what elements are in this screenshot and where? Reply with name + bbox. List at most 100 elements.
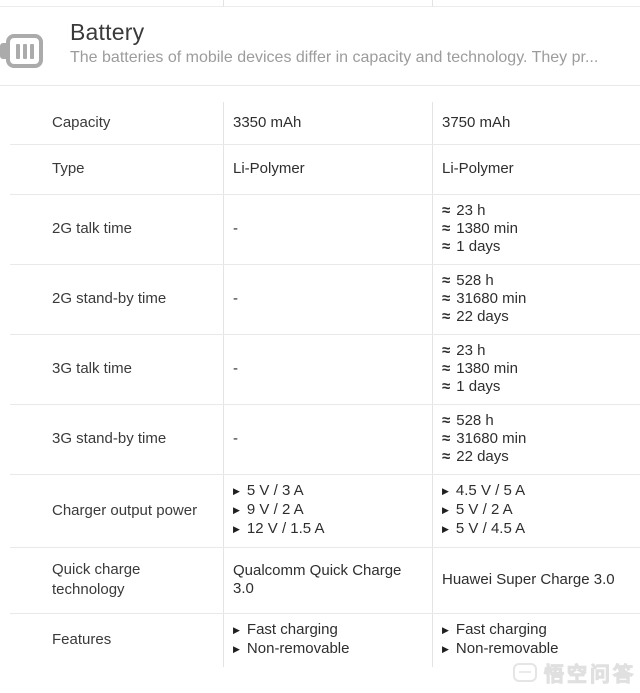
value-line: Li-Polymer <box>442 160 628 178</box>
value-line: ≈1380 min <box>442 220 628 238</box>
value-line: - <box>233 430 420 448</box>
value-line: 3750 mAh <box>442 114 628 132</box>
value-text: 22 days <box>456 448 509 465</box>
section-subtitle: The batteries of mobile devices differ i… <box>70 49 599 66</box>
device-b-cell: ≈528 h ≈31680 min ≈22 days <box>432 404 640 474</box>
table-row: 2G talk time - ≈23 h ≈1380 min ≈1 days <box>0 194 640 264</box>
value-line: ▶ 5 V / 2 A <box>442 501 628 520</box>
device-a-cell: - <box>223 212 432 246</box>
approx-icon: ≈ <box>442 378 451 395</box>
bullet-arrow-icon: ▶ <box>233 505 240 515</box>
spec-table-rows: Capacity 3350 mAh 3750 mAh Type Li-Polym… <box>0 102 640 667</box>
row-label: 3G talk time <box>52 360 133 377</box>
value-text: 5 V / 2 A <box>455 501 513 518</box>
value-line: ≈1 days <box>442 378 628 396</box>
device-b-cell: ▶ Fast charging ▶ Non-removable <box>432 613 640 667</box>
table-row: Type Li-Polymer Li-Polymer <box>0 144 640 194</box>
value-text: - <box>233 220 238 237</box>
bullet-arrow-icon: ▶ <box>442 524 449 534</box>
value-line: ≈1 days <box>442 238 628 256</box>
value-text: 1380 min <box>456 360 518 377</box>
row-label: 3G stand-by time <box>52 430 167 447</box>
row-label: Charger output power <box>52 501 198 519</box>
device-a-cell: 3350 mAh <box>223 106 432 140</box>
value-line: ≈22 days <box>442 308 628 326</box>
device-b-cell: ▶ 4.5 V / 5 A ▶ 5 V / 2 A ▶ 5 V / 4.5 A <box>432 474 640 547</box>
section-title: Battery <box>70 19 145 45</box>
value-text: 1380 min <box>456 220 518 237</box>
value-line: ▶ Non-removable <box>442 640 628 659</box>
value-line: ≈23 h <box>442 342 628 360</box>
approx-icon: ≈ <box>442 308 451 325</box>
value-text: Huawei Super Charge 3.0 <box>442 571 615 588</box>
value-text: 23 h <box>456 202 486 219</box>
value-line: 3350 mAh <box>233 114 420 132</box>
column-divider-remnant <box>432 0 433 7</box>
approx-icon: ≈ <box>442 202 451 219</box>
value-line: Huawei Super Charge 3.0 <box>442 571 628 589</box>
table-row: Capacity 3350 mAh 3750 mAh <box>0 102 640 144</box>
value-text: - <box>233 430 238 447</box>
row-label: Capacity <box>52 114 111 131</box>
approx-icon: ≈ <box>442 272 451 289</box>
bullet-arrow-icon: ▶ <box>442 505 449 515</box>
value-text: Fast charging <box>246 621 338 638</box>
approx-icon: ≈ <box>442 412 451 429</box>
value-text: 3350 mAh <box>233 114 302 131</box>
battery-section-header: Battery The batteries of mobile devices … <box>0 7 640 86</box>
column-divider-remnant <box>223 0 224 7</box>
table-row: Quick charge technology Qualcomm Quick C… <box>0 547 640 613</box>
row-label: 2G talk time <box>52 220 133 237</box>
value-text: Li-Polymer <box>442 160 514 177</box>
value-line: ≈31680 min <box>442 430 628 448</box>
device-a-cell: ▶ Fast charging ▶ Non-removable <box>223 613 432 667</box>
approx-icon: ≈ <box>442 360 451 377</box>
bullet-arrow-icon: ▶ <box>233 625 240 635</box>
value-text: 528 h <box>456 412 494 429</box>
value-text: 9 V / 2 A <box>246 501 304 518</box>
battery-spec-table: Capacity 3350 mAh 3750 mAh Type Li-Polym… <box>0 86 640 667</box>
value-text: 31680 min <box>456 430 527 447</box>
value-text: Li-Polymer <box>233 160 305 177</box>
value-text: 31680 min <box>456 290 527 307</box>
value-line: ▶ 5 V / 3 A <box>233 482 420 501</box>
value-text: 1 days <box>456 378 501 395</box>
value-text: 5 V / 4.5 A <box>455 520 526 537</box>
device-a-cell: - <box>223 422 432 456</box>
value-text: 1 days <box>456 238 501 255</box>
value-line: ≈31680 min <box>442 290 628 308</box>
value-text: Non-removable <box>246 640 350 657</box>
value-line: ▶ Non-removable <box>233 640 420 659</box>
bullet-arrow-icon: ▶ <box>233 644 240 654</box>
value-line: ≈528 h <box>442 412 628 430</box>
value-line: ≈22 days <box>442 448 628 466</box>
row-label: Type <box>52 160 85 177</box>
value-line: ≈23 h <box>442 202 628 220</box>
value-line: ▶ 5 V / 4.5 A <box>442 520 628 539</box>
value-text: 12 V / 1.5 A <box>246 520 325 537</box>
column-divider <box>432 102 433 667</box>
bullet-arrow-icon: ▶ <box>442 644 449 654</box>
value-line: ≈528 h <box>442 272 628 290</box>
battery-icon-bar <box>29 43 34 59</box>
device-a-cell: - <box>223 282 432 316</box>
value-line: Qualcomm Quick Charge 3.0 <box>233 562 420 598</box>
table-row: Charger output power ▶ 5 V / 3 A ▶ 9 V / 2 … <box>0 474 640 547</box>
value-line: ▶ Fast charging <box>233 621 420 640</box>
previous-section-remnant <box>0 0 640 7</box>
value-text: - <box>233 360 238 377</box>
device-b-cell: ≈528 h ≈31680 min ≈22 days <box>432 264 640 334</box>
value-line: ▶ 12 V / 1.5 A <box>233 520 420 539</box>
table-row: 3G talk time - ≈23 h ≈1380 min ≈1 days <box>0 334 640 404</box>
table-row: Features ▶ Fast charging ▶ Non-removable ▶ F… <box>0 613 640 667</box>
value-text: 5 V / 3 A <box>246 482 304 499</box>
approx-icon: ≈ <box>442 430 451 447</box>
battery-icon-bar <box>22 43 27 59</box>
approx-icon: ≈ <box>442 448 451 465</box>
value-text: - <box>233 290 238 307</box>
value-text: 528 h <box>456 272 494 289</box>
approx-icon: ≈ <box>442 220 451 237</box>
device-b-cell: 3750 mAh <box>432 106 640 140</box>
value-line: - <box>233 290 420 308</box>
value-line: ▶ 4.5 V / 5 A <box>442 482 628 501</box>
